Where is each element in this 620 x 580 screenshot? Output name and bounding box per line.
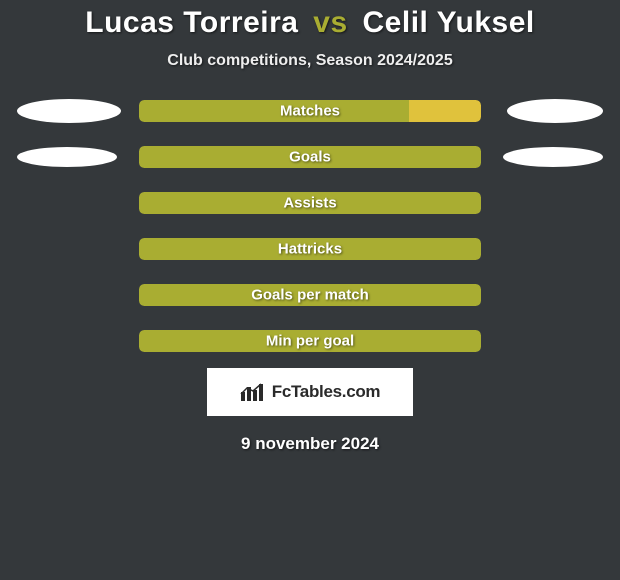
bar-seg-full bbox=[139, 146, 481, 168]
player1-oval bbox=[17, 99, 121, 123]
fctables-badge: FcTables.com bbox=[207, 368, 413, 416]
oval-slot-left bbox=[9, 99, 139, 123]
vs-label: vs bbox=[313, 6, 347, 39]
stat-row: Goals per match bbox=[0, 284, 620, 306]
player2-name: Celil Yuksel bbox=[363, 6, 535, 39]
subtitle: Club competitions, Season 2024/2025 bbox=[167, 52, 452, 70]
stat-row: 00Goals bbox=[0, 146, 620, 168]
bar-seg-right bbox=[409, 100, 481, 122]
oval-slot-right bbox=[481, 147, 611, 167]
chart-icon bbox=[240, 382, 266, 402]
stat-row: 4Assists bbox=[0, 192, 620, 214]
bar-seg-left bbox=[139, 100, 409, 122]
stat-bar: 4Assists bbox=[139, 192, 481, 214]
stat-bar: 162Matches bbox=[139, 100, 481, 122]
oval-slot-right bbox=[481, 99, 611, 123]
oval-slot-left bbox=[9, 147, 139, 167]
snapshot-date: 9 november 2024 bbox=[241, 434, 379, 454]
bar-seg-full bbox=[139, 192, 481, 214]
stat-bar: Goals per match bbox=[139, 284, 481, 306]
bar-seg-full bbox=[139, 238, 481, 260]
player1-name: Lucas Torreira bbox=[85, 6, 298, 39]
bar-seg-full bbox=[139, 284, 481, 306]
badge-text: FcTables.com bbox=[272, 382, 381, 402]
stat-row: 00Hattricks bbox=[0, 238, 620, 260]
stat-bar: Min per goal bbox=[139, 330, 481, 352]
player2-oval bbox=[503, 147, 603, 167]
stat-row: Min per goal bbox=[0, 330, 620, 352]
player1-oval bbox=[17, 147, 117, 167]
stat-row: 162Matches bbox=[0, 100, 620, 122]
bar-seg-full bbox=[139, 330, 481, 352]
stats-container: 162Matches 00Goals 4Assists 00Hattricks Goal… bbox=[0, 100, 620, 352]
stat-bar: 00Hattricks bbox=[139, 238, 481, 260]
comparison-title: Lucas Torreira vs Celil Yuksel bbox=[85, 6, 534, 40]
player2-oval bbox=[507, 99, 603, 123]
stat-bar: 00Goals bbox=[139, 146, 481, 168]
